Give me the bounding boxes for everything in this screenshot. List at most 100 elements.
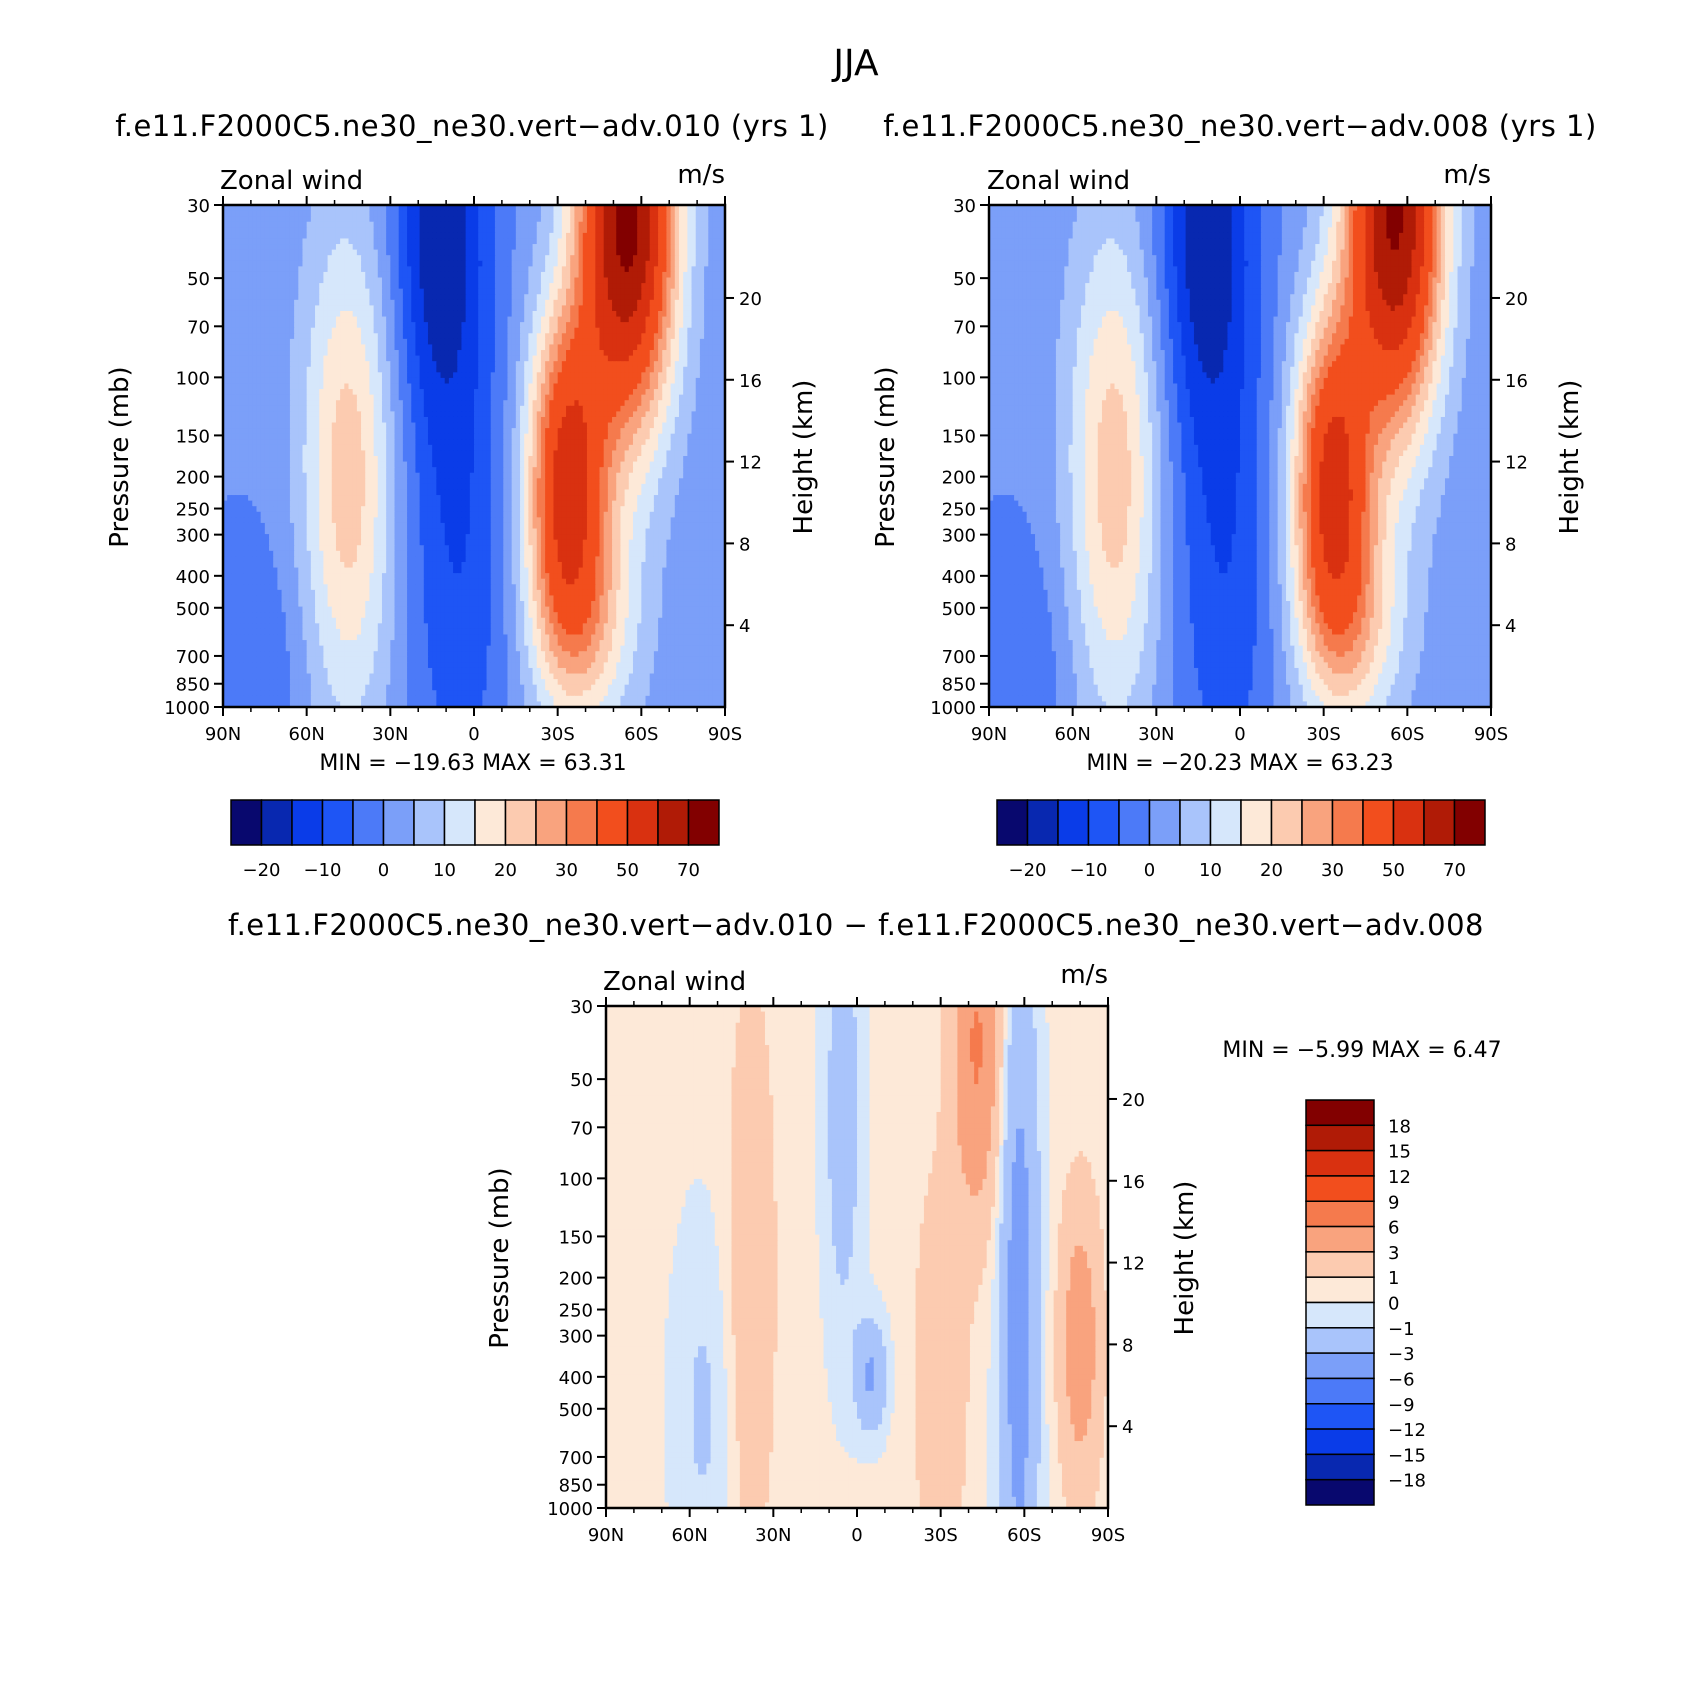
- heatmap-cell: [244, 233, 249, 239]
- heatmap-cell: [662, 400, 667, 406]
- heatmap-cell: [524, 328, 529, 334]
- heatmap-cell: [650, 289, 655, 295]
- heatmap-cell: [658, 294, 663, 300]
- heatmap-cell: [662, 227, 667, 233]
- heatmap-cell: [323, 289, 328, 295]
- heatmap-cell: [600, 389, 605, 395]
- heatmap-cell: [583, 333, 588, 339]
- heatmap-cell: [453, 400, 458, 406]
- heatmap-cell: [336, 233, 341, 239]
- heatmap-cell: [294, 250, 299, 256]
- heatmap-cell: [328, 250, 333, 256]
- heatmap-cell: [399, 400, 404, 406]
- heatmap-cell: [269, 255, 274, 261]
- heatmap-cell: [495, 289, 500, 295]
- heatmap-cell: [633, 300, 638, 306]
- heatmap-cell: [637, 266, 642, 272]
- heatmap-cell: [608, 406, 613, 412]
- heatmap-cell: [227, 434, 232, 440]
- heatmap-cell: [256, 233, 261, 239]
- heatmap-cell: [650, 411, 655, 417]
- heatmap-cell: [277, 305, 282, 311]
- heatmap-cell: [595, 266, 600, 272]
- heatmap-cell: [340, 317, 345, 323]
- heatmap-cell: [604, 361, 609, 367]
- heatmap-cell: [541, 378, 546, 384]
- heatmap-cell: [474, 250, 479, 256]
- heatmap-cell: [570, 255, 575, 261]
- heatmap-cell: [658, 350, 663, 356]
- heatmap-cell: [466, 328, 471, 334]
- heatmap-cell: [604, 389, 609, 395]
- heatmap-cell: [658, 406, 663, 412]
- heatmap-cell: [671, 344, 676, 350]
- heatmap-cell: [256, 356, 261, 362]
- heatmap-cell: [357, 406, 362, 412]
- heatmap-cell: [269, 294, 274, 300]
- heatmap-cell: [445, 305, 450, 311]
- heatmap-cell: [520, 272, 525, 278]
- heatmap-cell: [244, 300, 249, 306]
- heatmap-cell: [482, 272, 487, 278]
- heatmap-cell: [654, 411, 659, 417]
- heatmap-cell: [700, 378, 705, 384]
- heatmap-cell: [553, 283, 558, 289]
- heatmap-cell: [336, 294, 341, 300]
- heatmap-cell: [415, 278, 420, 284]
- heatmap-cell: [336, 428, 341, 434]
- heatmap-cell: [436, 250, 441, 256]
- heatmap-cell: [457, 311, 462, 317]
- heatmap-cell: [378, 294, 383, 300]
- heatmap-cell: [470, 272, 475, 278]
- heatmap-cell: [516, 244, 521, 250]
- heatmap-cell: [407, 222, 412, 228]
- heatmap-cell: [399, 255, 404, 261]
- heatmap-cell: [390, 300, 395, 306]
- heatmap-cell: [353, 283, 358, 289]
- heatmap-cell: [466, 395, 471, 401]
- heatmap-cell: [658, 211, 663, 217]
- heatmap-cell: [620, 372, 625, 378]
- heatmap-cell: [449, 289, 454, 295]
- heatmap-cell: [662, 350, 667, 356]
- heatmap-cell: [449, 250, 454, 256]
- heatmap-cell: [261, 233, 266, 239]
- heatmap-cell: [277, 333, 282, 339]
- heatmap-cell: [604, 383, 609, 389]
- heatmap-cell: [374, 289, 379, 295]
- heatmap-cell: [319, 378, 324, 384]
- heatmap-cell: [637, 311, 642, 317]
- heatmap-cell: [482, 417, 487, 423]
- heatmap-cell: [390, 361, 395, 367]
- heatmap-cell: [265, 411, 270, 417]
- heatmap-cell: [533, 216, 538, 222]
- heatmap-cell: [533, 272, 538, 278]
- heatmap-cell: [340, 344, 345, 350]
- heatmap-cell: [704, 328, 709, 334]
- heatmap-cell: [466, 423, 471, 429]
- heatmap-cell: [570, 278, 575, 284]
- heatmap-cell: [269, 272, 274, 278]
- heatmap-cell: [587, 272, 592, 278]
- heatmap-cell: [328, 434, 333, 440]
- heatmap-cell: [583, 255, 588, 261]
- heatmap-cell: [666, 250, 671, 256]
- heatmap-cell: [512, 417, 517, 423]
- heatmap-cell: [675, 400, 680, 406]
- heatmap-cell: [499, 216, 504, 222]
- heatmap-cell: [537, 361, 542, 367]
- heatmap-cell: [336, 400, 341, 406]
- heatmap-cell: [633, 350, 638, 356]
- heatmap-cell: [541, 423, 546, 429]
- heatmap-cell: [357, 361, 362, 367]
- heatmap-cell: [700, 428, 705, 434]
- heatmap-cell: [620, 344, 625, 350]
- heatmap-cell: [244, 339, 249, 345]
- heatmap-cell: [432, 233, 437, 239]
- heatmap-cell: [474, 238, 479, 244]
- heatmap-cell: [629, 417, 634, 423]
- heatmap-cell: [708, 255, 713, 261]
- heatmap-cell: [302, 222, 307, 228]
- heatmap-cell: [236, 356, 241, 362]
- heatmap-cell: [357, 328, 362, 334]
